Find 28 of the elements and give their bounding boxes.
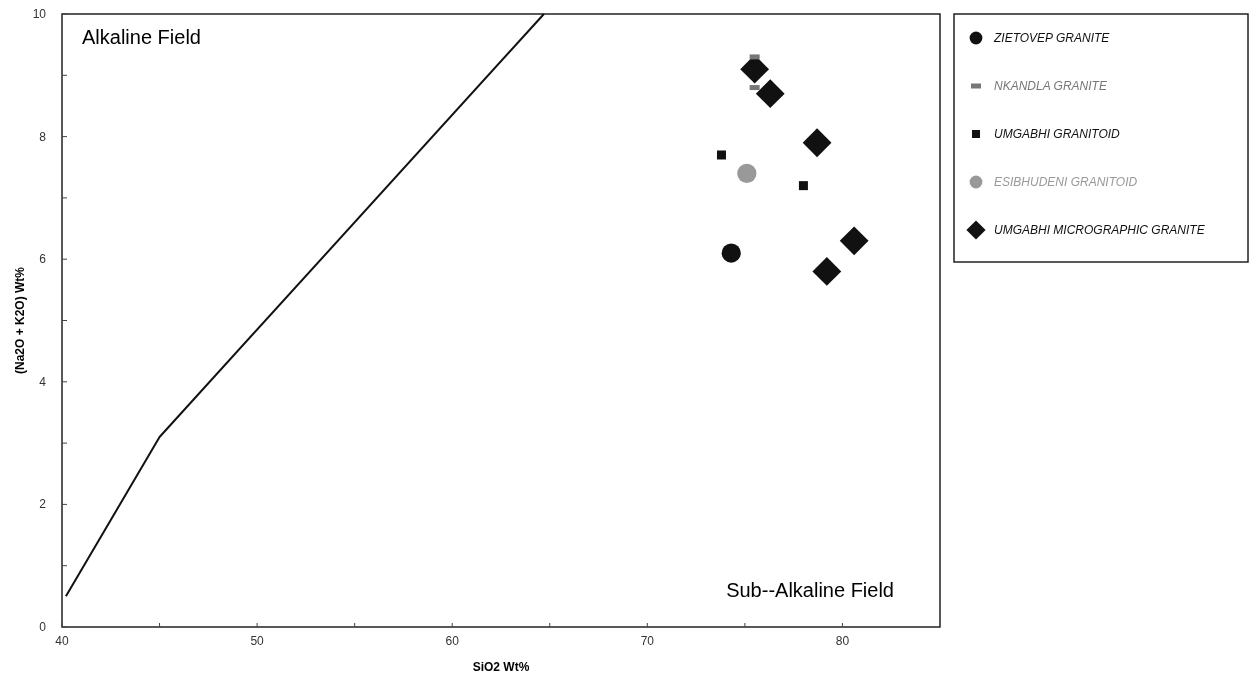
x-axis-title: SiO2 Wt% (472, 660, 530, 674)
legend-label: ESIBHUDENI GRANITOID (994, 175, 1138, 189)
legend-label: UMGABHI GRANITOID (994, 127, 1121, 141)
point (798, 181, 808, 191)
y-tick-label: 2 (39, 497, 47, 512)
annotation: Sub--Alkaline Field (726, 579, 894, 601)
legend-label: NKANDLA GRANITE (994, 79, 1108, 93)
annotation: Alkaline Field (82, 26, 201, 48)
point (839, 226, 869, 256)
y-tick-label: 0 (39, 620, 47, 634)
y-tick-label: 10 (32, 7, 47, 21)
x-tick-label: 70 (640, 634, 655, 648)
x-tick-label: 50 (250, 634, 265, 648)
legend-label: ZIETOVEP GRANITE (993, 31, 1111, 45)
point (812, 257, 842, 286)
point (716, 150, 726, 160)
x-tick-label: 80 (835, 634, 850, 648)
legend-label: UMGABHI MICROGRAPHIC GRANITE (994, 223, 1206, 237)
x-tick-label: 60 (445, 634, 460, 648)
y-axis-title: (Na2O + K2O) Wt% (13, 266, 27, 375)
point (737, 163, 757, 183)
point (802, 128, 832, 158)
point (721, 243, 741, 263)
y-tick-label: 8 (39, 129, 47, 144)
point (755, 79, 785, 109)
y-tick-label: 4 (39, 374, 47, 389)
x-tick-label: 40 (55, 634, 69, 648)
y-tick-label: 6 (39, 252, 47, 267)
